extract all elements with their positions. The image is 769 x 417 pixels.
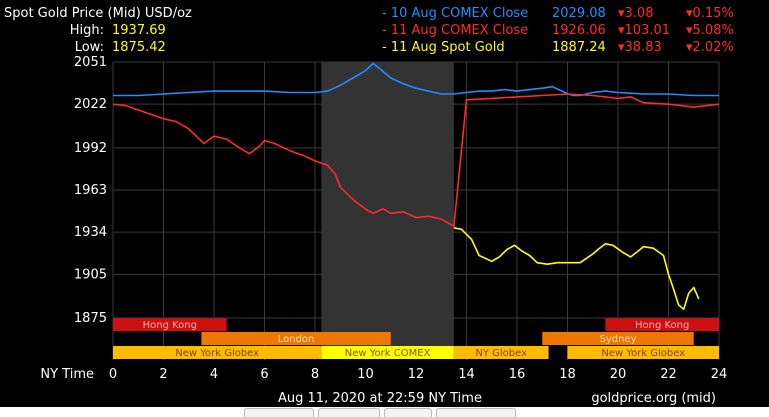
- legend-pct-spot-11aug: ▾2.02%: [686, 40, 734, 55]
- y-tick-label-2022: 2022: [74, 97, 107, 112]
- x-tick-label-24: 24: [711, 367, 728, 382]
- x-tick-label-4: 4: [210, 367, 218, 382]
- bottom-toolbar: [244, 408, 516, 417]
- session-label-0: Hong Kong: [143, 320, 197, 331]
- chart-legend: - 10 Aug COMEX Close 2029.08 ▾3.08 ▾0.15…: [382, 6, 734, 55]
- session-bar-6: [453, 346, 549, 359]
- session-bar-7: [567, 346, 719, 359]
- legend-change-comex-10aug: ▾3.08: [618, 6, 653, 21]
- toolbar-tab[interactable]: [244, 408, 314, 417]
- series-line-0: [113, 62, 719, 97]
- low-label: Low:: [75, 40, 104, 55]
- source-label: goldprice.org (mid): [591, 391, 716, 406]
- legend-label-comex-10aug: - 10 Aug COMEX Close: [382, 6, 528, 21]
- series-line-1: [112, 93, 720, 228]
- toolbar-tab[interactable]: [318, 408, 380, 417]
- chart-header: Spot Gold Price (Mid) USD/oz High: 1937.…: [4, 6, 192, 55]
- session-bar-1: [605, 318, 719, 331]
- x-tick-label-22: 22: [660, 367, 677, 382]
- session-bar-4: [113, 346, 322, 359]
- x-tick-label-0: 0: [109, 367, 117, 382]
- y-tick-label-1875: 1875: [74, 311, 107, 326]
- session-label-3: Sydney: [599, 334, 636, 345]
- legend-pct-comex-10aug: ▾0.15%: [686, 6, 734, 21]
- x-axis-caption: NY Time: [40, 367, 94, 382]
- session-label-1: Hong Kong: [635, 320, 689, 331]
- x-tick-label-16: 16: [509, 367, 526, 382]
- chart-footer: NY Time Aug 11, 2020 at 22:59 NY Time go…: [40, 367, 716, 406]
- price-series: [112, 62, 720, 311]
- session-bar-0: [113, 318, 227, 331]
- x-tick-label-8: 8: [311, 367, 319, 382]
- x-tick-label-12: 12: [408, 367, 425, 382]
- high-value: 1937.69: [112, 23, 166, 38]
- session-bar-5: [321, 346, 454, 359]
- y-tick-label-2051: 2051: [74, 55, 107, 70]
- legend-label-comex-11aug: - 11 Aug COMEX Close: [382, 23, 528, 38]
- x-tick-label-10: 10: [357, 367, 374, 382]
- session-bar-2: [201, 332, 391, 345]
- y-tick-label-1963: 1963: [74, 183, 107, 198]
- legend-price-comex-11aug: 1926.06: [552, 23, 606, 38]
- legend-price-spot-11aug: 1887.24: [552, 40, 606, 55]
- high-label: High:: [70, 23, 104, 38]
- series-line-2: [453, 227, 700, 311]
- toolbar-tab[interactable]: [436, 408, 516, 417]
- x-tick-label-18: 18: [559, 367, 576, 382]
- y-tick-label-1934: 1934: [74, 225, 107, 240]
- x-tick-label-2: 2: [159, 367, 167, 382]
- x-tick-label-6: 6: [260, 367, 268, 382]
- x-tick-label-20: 20: [610, 367, 627, 382]
- legend-change-comex-11aug: ▾103.01: [618, 23, 670, 38]
- session-label-6: NY Globex: [475, 348, 527, 359]
- low-value: 1875.42: [112, 40, 166, 55]
- y-tick-label-1905: 1905: [74, 267, 107, 282]
- legend-price-comex-10aug: 2029.08: [552, 6, 606, 21]
- session-label-4: New York Globex: [175, 348, 259, 359]
- market-session-bars: Hong Kong Hong Kong London Sydney New York G…: [113, 318, 719, 359]
- legend-change-spot-11aug: ▾38.83: [618, 40, 662, 55]
- toolbar-tab[interactable]: [384, 408, 432, 417]
- session-label-5: New York COMEX: [345, 348, 431, 359]
- y-tick-label-1992: 1992: [74, 141, 107, 156]
- legend-label-spot-11aug: - 11 Aug Spot Gold: [382, 40, 505, 55]
- x-tick-label-14: 14: [458, 367, 475, 382]
- session-label-7: New York Globex: [601, 348, 685, 359]
- chart-title: Spot Gold Price (Mid) USD/oz: [4, 6, 192, 21]
- session-bar-3: [542, 332, 694, 345]
- legend-pct-comex-11aug: ▾5.08%: [686, 23, 734, 38]
- timestamp: Aug 11, 2020 at 22:59 NY Time: [278, 391, 482, 406]
- comex-hours-shade: [321, 62, 454, 346]
- comex-highlight-region: [321, 62, 454, 346]
- session-label-2: London: [278, 334, 315, 345]
